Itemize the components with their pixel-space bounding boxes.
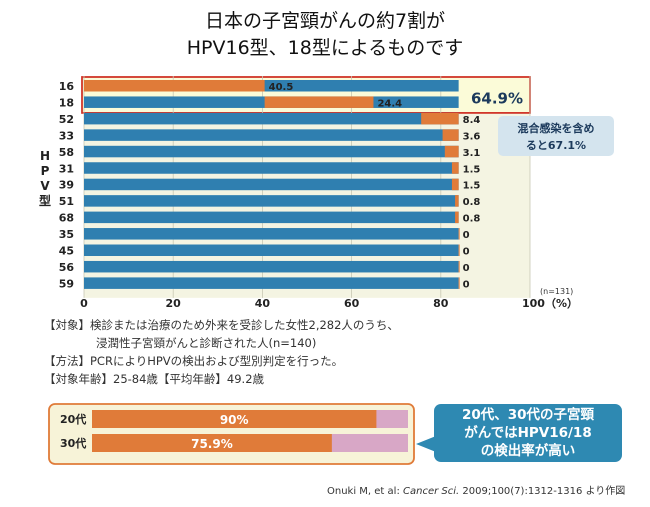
bar (455, 195, 459, 207)
bar (421, 112, 459, 125)
age-callout-tail (416, 436, 436, 452)
bar-remainder (84, 129, 459, 141)
notes-line-4: 【対象年齢】25-84歳【平均年齢】49.2歳 (44, 372, 265, 386)
bar-remainder (84, 80, 459, 92)
category-label: 35 (59, 228, 74, 241)
category-label: 51 (59, 195, 74, 208)
age-data-label: 75.9% (191, 437, 233, 451)
highlight-label: 64.9% (471, 89, 523, 107)
notes-line-1: 【対象】検診または治療のため外来を受診した女性2,282人のうち、 (44, 318, 399, 332)
age-callout-line-3: の検出率が高い (480, 443, 576, 459)
data-label: 0 (463, 279, 470, 290)
bar-remainder (84, 244, 459, 256)
x-tick-label: 40 (255, 297, 271, 310)
age-data-label: 90% (220, 413, 249, 427)
notes-line-2: 浸潤性子宮頸がんと診断された人(n=140) (96, 336, 317, 350)
category-label: 68 (59, 212, 74, 225)
data-label: 0 (463, 263, 470, 274)
bar (458, 277, 460, 289)
citation: Onuki M, et al: Cancer Sci. 2009;100(7):… (327, 482, 625, 497)
category-label: 31 (59, 162, 74, 175)
age-callout-line-2: がんではHPV16/18 (464, 425, 592, 441)
age-bar (92, 434, 332, 452)
data-label: 0 (463, 230, 470, 241)
citation-rest: 2009;100(7):1312-1316 より作図 (459, 486, 626, 497)
citation-journal: Cancer Sci. (403, 486, 460, 497)
notes-line-3: 【方法】PCRによりHPVの検出および型別判定を行った。 (44, 354, 344, 368)
data-label: 1.5 (463, 164, 481, 175)
y-axis-title-char: P (41, 164, 50, 178)
x-tick-label: 20 (166, 297, 182, 310)
age-callout-line-1: 20代、30代の子宮頸 (461, 407, 595, 423)
bar (451, 162, 459, 174)
bar-remainder (84, 260, 459, 273)
bar (458, 260, 460, 273)
data-label: 1.5 (463, 181, 481, 192)
bar-remainder (84, 112, 459, 125)
category-label: 16 (59, 80, 75, 93)
title-line-1: 日本の子宮頸がんの約7割が (204, 10, 446, 32)
bar (442, 129, 459, 141)
category-label: 18 (59, 96, 74, 109)
bar-remainder (84, 228, 459, 240)
category-label: 56 (59, 261, 75, 274)
bar-remainder (84, 145, 459, 158)
x-tick-label: 0 (80, 297, 88, 310)
category-label: 58 (59, 146, 74, 159)
mixed-infection-line-1: 混合感染を含め (518, 121, 595, 135)
sample-size: (n=131) (540, 287, 573, 296)
bar (458, 228, 460, 240)
bar (455, 211, 459, 224)
x-tick-label: 100（%） (522, 297, 578, 310)
bar (451, 178, 459, 191)
category-label: 33 (59, 129, 74, 142)
citation-authors: Onuki M, et al: (327, 486, 403, 497)
title-line-2: HPV16型、18型によるものです (186, 37, 464, 59)
category-label: 59 (59, 277, 74, 290)
y-axis-title-char: V (40, 179, 50, 193)
category-label: 45 (59, 245, 74, 258)
x-tick-label: 80 (433, 297, 449, 310)
data-label: 3.1 (463, 148, 481, 159)
mixed-infection-callout (498, 116, 614, 156)
age-category-label: 20代 (60, 412, 86, 426)
y-axis-title-char: H (40, 149, 50, 163)
category-label: 39 (59, 179, 74, 192)
bar-remainder (84, 162, 459, 174)
age-callout: 20代、30代の子宮頸 がんではHPV16/18 の検出率が高い (434, 404, 622, 462)
age-category-label: 30代 (60, 436, 86, 450)
bar (458, 244, 460, 256)
data-label: 0.8 (463, 214, 481, 225)
chart-title: 日本の子宮頸がんの約7割が HPV16型、18型によるものです (0, 8, 650, 62)
bar-remainder (84, 195, 459, 207)
mixed-infection-line-2: ると67.1% (526, 139, 586, 152)
data-label: 0 (463, 247, 470, 258)
y-axis-title-char: 型 (39, 193, 51, 208)
bar-remainder (84, 178, 459, 191)
data-label: 0.8 (463, 197, 481, 208)
data-label: 3.6 (463, 131, 481, 142)
bar-remainder (84, 211, 459, 224)
data-label: 24.4 (377, 98, 402, 109)
x-tick-label: 60 (344, 297, 360, 310)
age-bar (92, 410, 377, 428)
data-label: 8.4 (463, 115, 481, 126)
study-notes: 【対象】検診または治療のため外来を受診した女性2,282人のうち、 浸潤性子宮頸… (44, 316, 399, 388)
bar-remainder (84, 277, 459, 289)
bar (264, 96, 374, 108)
bar (444, 145, 459, 158)
bar (84, 80, 265, 92)
category-label: 52 (59, 113, 74, 126)
data-label: 40.5 (269, 82, 294, 93)
